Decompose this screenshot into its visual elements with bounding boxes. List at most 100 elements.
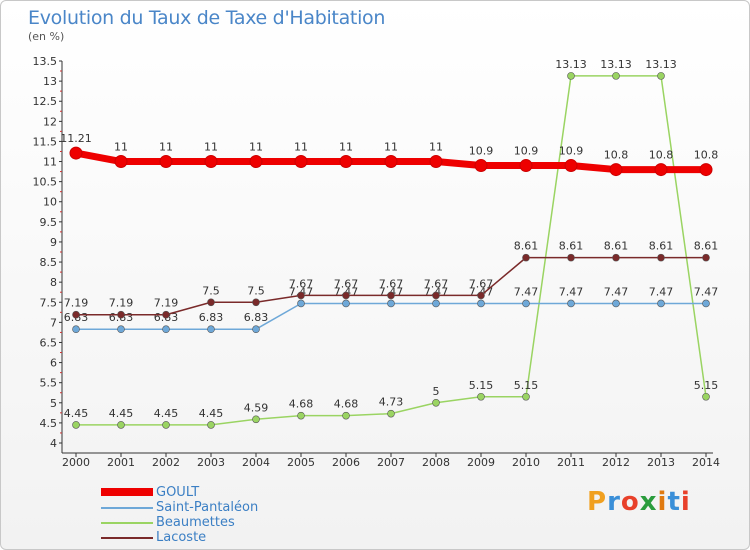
data-point bbox=[612, 253, 620, 262]
x-tick-label: 2014 bbox=[692, 456, 720, 469]
data-label: 5.15 bbox=[469, 379, 494, 392]
data-label: 10.9 bbox=[559, 145, 584, 158]
data-label: 7.67 bbox=[289, 277, 314, 290]
x-tick-label: 2004 bbox=[242, 456, 270, 469]
data-label: 8.61 bbox=[649, 240, 674, 253]
data-label: 7.5 bbox=[202, 284, 220, 297]
data-point bbox=[387, 291, 395, 300]
data-label: 5.15 bbox=[514, 379, 539, 392]
data-point bbox=[252, 415, 260, 424]
data-label: 8.61 bbox=[514, 240, 539, 253]
data-point bbox=[657, 72, 665, 80]
data-label: 7.67 bbox=[424, 277, 449, 290]
y-tick-label: 11 bbox=[43, 156, 57, 169]
y-tick-label: 10 bbox=[43, 196, 57, 209]
data-point bbox=[432, 291, 440, 300]
data-point bbox=[567, 253, 575, 262]
y-tick-label: 8 bbox=[50, 276, 57, 289]
data-point bbox=[702, 253, 710, 262]
data-point bbox=[477, 291, 485, 300]
data-point bbox=[657, 299, 665, 308]
data-point bbox=[342, 291, 350, 300]
data-point bbox=[339, 155, 353, 169]
data-label: 13.13 bbox=[645, 58, 677, 71]
data-point bbox=[162, 421, 170, 429]
data-label: 4.68 bbox=[289, 398, 314, 411]
data-label: 13.13 bbox=[600, 58, 632, 71]
data-label: 10.9 bbox=[469, 145, 494, 158]
legend-label: Lacoste bbox=[156, 530, 207, 545]
data-point bbox=[432, 398, 440, 407]
data-point bbox=[522, 299, 530, 308]
x-tick-label: 2011 bbox=[557, 456, 585, 469]
chart-unit: (en %) bbox=[28, 30, 65, 43]
data-point bbox=[207, 421, 215, 429]
y-tick-label: 6.5 bbox=[40, 336, 58, 349]
data-label: 5 bbox=[433, 385, 440, 398]
data-point bbox=[657, 253, 665, 262]
data-label: 6.83 bbox=[244, 311, 269, 324]
data-point bbox=[297, 291, 305, 300]
data-point bbox=[387, 409, 395, 418]
data-point bbox=[162, 325, 170, 334]
data-point bbox=[522, 253, 530, 262]
legend-swatch bbox=[101, 488, 153, 496]
data-point bbox=[207, 325, 215, 334]
data-label: 7.47 bbox=[649, 285, 674, 298]
data-label: 7.47 bbox=[559, 285, 584, 298]
x-tick-label: 2006 bbox=[332, 456, 360, 469]
data-label: 10.8 bbox=[604, 149, 629, 162]
data-point bbox=[342, 411, 350, 420]
y-tick-label: 8.5 bbox=[40, 256, 58, 269]
data-label: 5.15 bbox=[694, 379, 719, 392]
data-label: 7.47 bbox=[694, 285, 719, 298]
data-point bbox=[519, 159, 533, 173]
data-point bbox=[432, 299, 440, 308]
y-tick-label: 9.5 bbox=[40, 216, 58, 229]
data-label: 8.61 bbox=[694, 240, 719, 253]
data-point bbox=[564, 159, 578, 173]
data-label: 11 bbox=[114, 141, 128, 154]
data-label: 7.47 bbox=[604, 285, 629, 298]
y-tick-label: 13.5 bbox=[33, 55, 58, 68]
data-point bbox=[522, 392, 530, 401]
data-point bbox=[294, 155, 308, 169]
x-tick-label: 2001 bbox=[107, 456, 135, 469]
x-tick-label: 2000 bbox=[62, 456, 90, 469]
y-tick-label: 4 bbox=[50, 437, 57, 450]
data-label: 7.67 bbox=[334, 277, 359, 290]
data-label: 4.45 bbox=[64, 407, 89, 420]
data-point bbox=[297, 411, 305, 420]
data-point bbox=[702, 299, 710, 308]
data-point bbox=[252, 298, 260, 307]
data-label: 7.5 bbox=[247, 284, 265, 297]
data-label: 10.8 bbox=[694, 149, 719, 162]
data-label: 13.13 bbox=[555, 58, 587, 71]
x-tick-label: 2013 bbox=[647, 456, 675, 469]
data-point bbox=[72, 325, 80, 334]
legend-swatch bbox=[101, 507, 153, 509]
data-label: 7.67 bbox=[469, 277, 494, 290]
data-point bbox=[567, 299, 575, 308]
data-label: 11 bbox=[204, 141, 218, 154]
data-point bbox=[567, 72, 575, 80]
data-label: 4.59 bbox=[244, 401, 269, 414]
data-label: 7.19 bbox=[109, 297, 134, 310]
data-point bbox=[117, 421, 125, 429]
data-point bbox=[477, 299, 485, 308]
data-point bbox=[702, 392, 710, 401]
data-label: 7.67 bbox=[379, 277, 404, 290]
data-point bbox=[162, 310, 170, 319]
y-tick-label: 12 bbox=[43, 115, 57, 128]
data-label: 10.8 bbox=[649, 149, 674, 162]
y-tick-label: 5 bbox=[50, 397, 57, 410]
y-tick-label: 7 bbox=[50, 316, 57, 329]
data-point bbox=[612, 72, 620, 80]
x-tick-label: 2012 bbox=[602, 456, 630, 469]
data-label: 11 bbox=[384, 141, 398, 154]
data-label: 7.19 bbox=[154, 297, 179, 310]
data-label: 11 bbox=[339, 141, 353, 154]
data-label: 8.61 bbox=[559, 240, 584, 253]
